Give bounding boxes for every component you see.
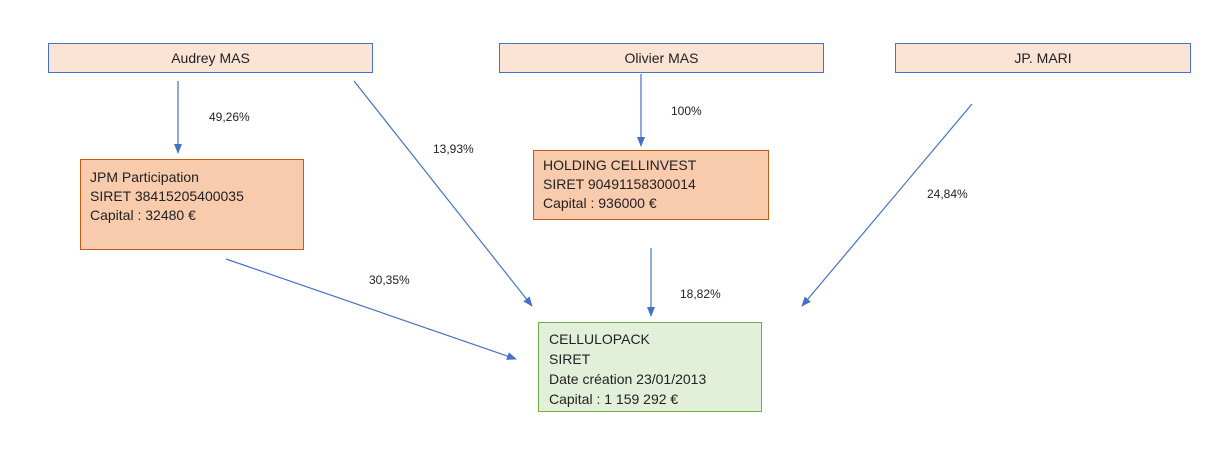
cellulopack-creation: Date création 23/01/2013 (549, 371, 707, 387)
arrow-jpm-to-cellulopack (225, 258, 517, 360)
pct-jp-cellulopack: 24,84% (927, 187, 968, 201)
jpm-capital: Capital : 32480 € (90, 207, 196, 223)
arrow-audrey-to-cellulopack (353, 80, 533, 307)
pct-audrey-jpm: 49,26% (209, 110, 250, 124)
pct-jpm-cellulopack: 30,35% (369, 273, 410, 287)
holding-capital: Capital : 936000 € (543, 195, 657, 211)
pct-holding-cellulopack: 18,82% (680, 287, 721, 301)
person-audrey-mas: Audrey MAS (48, 43, 373, 73)
holding-name: HOLDING CELLINVEST (543, 157, 697, 173)
cellulopack-name: CELLULOPACK (549, 331, 650, 347)
pct-olivier-holding: 100% (671, 104, 702, 118)
jpm-name: JPM Participation (90, 169, 199, 185)
person-olivier-mas: Olivier MAS (499, 43, 824, 73)
company-jpm-participation: JPM Participation SIRET 38415205400035 C… (80, 159, 304, 250)
holding-siret: SIRET 90491158300014 (543, 176, 696, 192)
person-jp-mari: JP. MARI (895, 43, 1191, 73)
person-olivier-mas-label: Olivier MAS (624, 50, 699, 66)
person-jp-mari-label: JP. MARI (1014, 50, 1072, 66)
company-holding-cellinvest: HOLDING CELLINVEST SIRET 90491158300014 … (533, 150, 769, 220)
jpm-siret: SIRET 38415205400035 (90, 188, 244, 204)
company-cellulopack: CELLULOPACK SIRET Date création 23/01/20… (538, 322, 762, 412)
person-audrey-mas-label: Audrey MAS (171, 50, 250, 66)
arrow-jp-to-cellulopack (801, 103, 973, 307)
pct-audrey-cellulopack: 13,93% (433, 142, 474, 156)
cellulopack-capital: Capital : 1 159 292 € (549, 391, 679, 407)
cellulopack-siret: SIRET (549, 351, 591, 367)
